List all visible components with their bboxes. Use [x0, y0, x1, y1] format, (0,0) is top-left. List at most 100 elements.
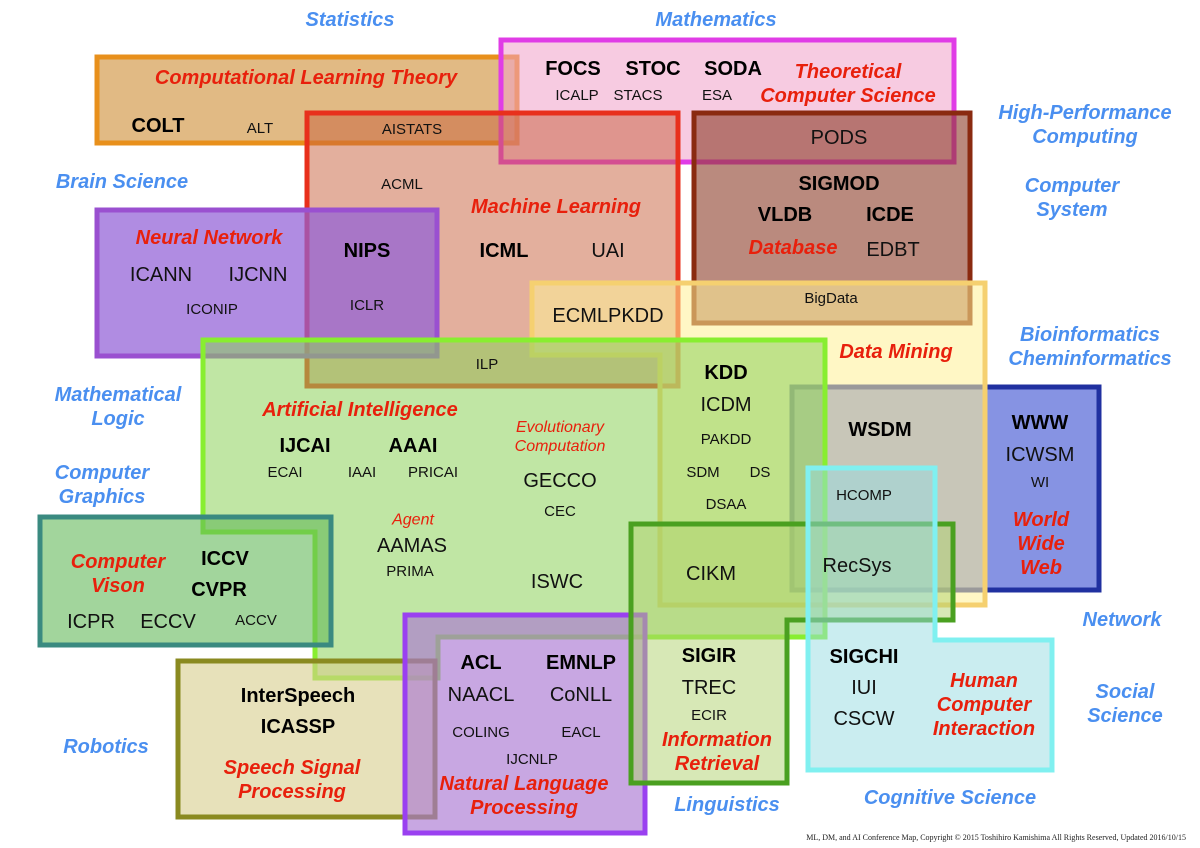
area-ml: Machine Learning: [470, 196, 642, 218]
venue-coling: COLING: [452, 724, 510, 741]
venue-cscw: CSCW: [833, 708, 895, 730]
field-mathematics: Mathematics: [655, 9, 777, 31]
field-network: Network: [1082, 609, 1162, 631]
venue-uai: UAI: [591, 240, 625, 262]
field-robotics: Robotics: [63, 736, 149, 758]
venue-iconip: ICONIP: [186, 301, 238, 318]
venue-sigir: SIGIR: [681, 645, 737, 667]
venue-vldb: VLDB: [757, 204, 813, 226]
venue-aaai: AAAI: [388, 435, 438, 457]
venue-bigdata: BigData: [804, 290, 858, 307]
venue-icpr: ICPR: [67, 611, 115, 633]
venue-cvpr: CVPR: [191, 579, 247, 601]
venue-icalp: ICALP: [555, 87, 599, 104]
venue-sigchi: SIGCHI: [829, 646, 899, 668]
venue-pricai: PRICAI: [407, 464, 459, 481]
venue-sigmod: SIGMOD: [798, 173, 880, 195]
venue-aistats: AISTATS: [381, 121, 443, 138]
field-statistics: Statistics: [305, 9, 395, 31]
venue-ijcnlp: IJCNLP: [506, 751, 558, 768]
region-speech: [175, 658, 438, 820]
venue-icde: ICDE: [866, 204, 914, 226]
region-nlp: [402, 612, 648, 836]
venue-sdm: SDM: [686, 464, 720, 481]
venue-alt: ALT: [246, 120, 274, 137]
venue-hcomp: HCOMP: [836, 487, 892, 504]
area-dm: Data Mining: [839, 341, 953, 363]
venue-naacl: NAACL: [447, 684, 515, 706]
venue-focs: FOCS: [545, 58, 601, 80]
field-mathematical-logic: Mathematical Logic: [54, 384, 182, 430]
area-ai: Artificial Intelligence: [262, 399, 458, 421]
venue-wsdm: WSDM: [848, 419, 912, 441]
venue-iclr: ICLR: [349, 297, 385, 314]
venue-acl: ACL: [460, 652, 502, 674]
area-ir: Information Retrieval: [662, 729, 772, 775]
field-linguistics: Linguistics: [674, 794, 780, 816]
venue-iccv: ICCV: [201, 548, 249, 570]
venue-eccv: ECCV: [140, 611, 196, 633]
venue-icwsm: ICWSM: [1005, 444, 1075, 466]
region-computer-vision: [37, 514, 334, 648]
venue-iswc: ISWC: [530, 571, 584, 593]
venue-iui: IUI: [851, 677, 877, 699]
venue-acml: ACML: [381, 176, 423, 193]
area-clt: Computational Learning Theory: [154, 67, 458, 89]
venue-iaai: IAAI: [347, 464, 377, 481]
area-nn: Neural Network: [135, 227, 283, 249]
venue-icassp: ICASSP: [260, 716, 336, 738]
venue-icml: ICML: [479, 240, 529, 262]
venue-ecmlpkdd: ECMLPKDD: [552, 305, 664, 327]
area-hci: Human Computer Interaction: [932, 670, 1036, 740]
venue-cikm: CIKM: [686, 563, 736, 585]
venue-aamas: AAMAS: [376, 535, 448, 557]
field-computer-system: Computer System: [1024, 175, 1120, 221]
area-ec: Evolutionary Computation: [514, 418, 606, 455]
venue-interspeech: InterSpeech: [240, 685, 356, 707]
venue-ds: DS: [749, 464, 771, 481]
venue-icdm: ICDM: [700, 394, 752, 416]
footer-copyright: ML, DM, and AI Conference Map, Copyright…: [806, 833, 1186, 842]
venue-recsys: RecSys: [822, 555, 892, 577]
venue-stoc: STOC: [625, 58, 681, 80]
venue-ecir: ECIR: [691, 707, 727, 724]
venue-www: WWW: [1011, 412, 1069, 434]
venue-gecco: GECCO: [523, 470, 597, 492]
venue-pods: PODS: [810, 127, 868, 149]
venue-conll: CoNLL: [549, 684, 613, 706]
field-bioinformatics: Bioinformatics Cheminformatics: [1008, 324, 1172, 370]
venue-esa: ESA: [701, 87, 733, 104]
venue-dsaa: DSAA: [705, 496, 747, 513]
area-www: World Wide Web: [1012, 509, 1070, 579]
area-nlp: Natural Language Processing: [439, 773, 609, 819]
venue-wi: WI: [1030, 474, 1050, 491]
venue-icann: ICANN: [129, 264, 193, 286]
field-hpc: High-Performance Computing: [998, 102, 1172, 148]
venue-ecai: ECAI: [267, 464, 303, 481]
venue-ijcnn: IJCNN: [228, 264, 288, 286]
field-brain-science: Brain Science: [55, 171, 189, 193]
area-agent: Agent: [392, 511, 434, 529]
venue-pakdd: PAKDD: [700, 431, 752, 448]
area-speech: Speech Signal Processing: [223, 757, 361, 803]
venue-ijcai: IJCAI: [279, 435, 331, 457]
area-db: Database: [748, 237, 838, 259]
venue-prima: PRIMA: [386, 563, 434, 580]
venue-kdd: KDD: [704, 362, 748, 384]
venue-emnlp: EMNLP: [546, 652, 616, 674]
field-cognitive-science: Cognitive Science: [863, 787, 1037, 809]
region-hci: [805, 465, 1055, 773]
venue-accv: ACCV: [235, 612, 277, 629]
area-tcs: Theoretical Computer Science: [760, 61, 936, 107]
field-social-science: Social Science: [1087, 681, 1163, 727]
venue-ilp: ILP: [475, 356, 499, 373]
field-computer-graphics: Computer Graphics: [54, 462, 150, 508]
venue-colt: COLT: [131, 115, 185, 137]
venue-cec: CEC: [544, 503, 576, 520]
area-cv: Computer Vison: [70, 551, 166, 597]
venue-trec: TREC: [681, 677, 737, 699]
venue-nips: NIPS: [343, 240, 391, 262]
venue-soda: SODA: [704, 58, 762, 80]
